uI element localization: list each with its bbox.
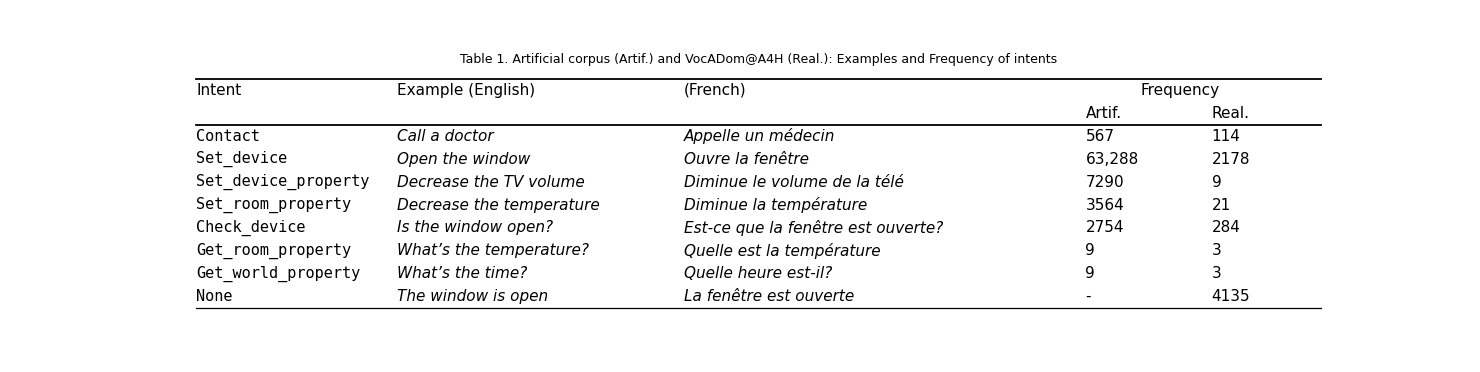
Text: 21: 21 bbox=[1212, 198, 1231, 212]
Text: Ouvre la fenêtre: Ouvre la fenêtre bbox=[684, 152, 810, 167]
Text: None: None bbox=[197, 289, 232, 304]
Text: Set_device: Set_device bbox=[197, 151, 287, 167]
Text: 3564: 3564 bbox=[1085, 198, 1125, 212]
Text: Est-ce que la fenêtre est ouverte?: Est-ce que la fenêtre est ouverte? bbox=[684, 220, 943, 236]
Text: Frequency: Frequency bbox=[1141, 83, 1220, 98]
Text: 9: 9 bbox=[1085, 266, 1095, 281]
Text: 9: 9 bbox=[1085, 243, 1095, 259]
Text: Example (English): Example (English) bbox=[397, 83, 536, 98]
Text: Real.: Real. bbox=[1212, 106, 1249, 121]
Text: Intent: Intent bbox=[197, 83, 241, 98]
Text: Diminue le volume de la télé: Diminue le volume de la télé bbox=[684, 174, 904, 190]
Text: 114: 114 bbox=[1212, 129, 1240, 144]
Text: 9: 9 bbox=[1212, 174, 1221, 190]
Text: Check_device: Check_device bbox=[197, 220, 306, 236]
Text: 567: 567 bbox=[1085, 129, 1114, 144]
Text: Quelle heure est-il?: Quelle heure est-il? bbox=[684, 266, 832, 281]
Text: 2754: 2754 bbox=[1085, 221, 1123, 235]
Text: La fenêtre est ouverte: La fenêtre est ouverte bbox=[684, 289, 854, 304]
Text: Open the window: Open the window bbox=[397, 152, 530, 167]
Text: Quelle est la température: Quelle est la température bbox=[684, 243, 881, 259]
Text: 3: 3 bbox=[1212, 266, 1221, 281]
Text: Set_room_property: Set_room_property bbox=[197, 197, 352, 213]
Text: Contact: Contact bbox=[197, 129, 260, 144]
Text: What’s the temperature?: What’s the temperature? bbox=[397, 243, 589, 259]
Text: 7290: 7290 bbox=[1085, 174, 1123, 190]
Text: Call a doctor: Call a doctor bbox=[397, 129, 494, 144]
Text: Diminue la température: Diminue la température bbox=[684, 197, 867, 213]
Text: Is the window open?: Is the window open? bbox=[397, 221, 554, 235]
Text: 4135: 4135 bbox=[1212, 289, 1251, 304]
Text: 3: 3 bbox=[1212, 243, 1221, 259]
Text: Artif.: Artif. bbox=[1085, 106, 1122, 121]
Text: Set_device_property: Set_device_property bbox=[197, 174, 370, 190]
Text: 63,288: 63,288 bbox=[1085, 152, 1138, 167]
Text: Table 1. Artificial corpus (Artif.) and VocADom@A4H (Real.): Examples and Freque: Table 1. Artificial corpus (Artif.) and … bbox=[460, 53, 1057, 66]
Text: 2178: 2178 bbox=[1212, 152, 1251, 167]
Text: Decrease the temperature: Decrease the temperature bbox=[397, 198, 599, 212]
Text: -: - bbox=[1085, 289, 1091, 304]
Text: Get_world_property: Get_world_property bbox=[197, 266, 361, 282]
Text: (French): (French) bbox=[684, 83, 746, 98]
Text: 284: 284 bbox=[1212, 221, 1240, 235]
Text: What’s the time?: What’s the time? bbox=[397, 266, 527, 281]
Text: The window is open: The window is open bbox=[397, 289, 548, 304]
Text: Appelle un médecin: Appelle un médecin bbox=[684, 128, 835, 144]
Text: Decrease the TV volume: Decrease the TV volume bbox=[397, 174, 585, 190]
Text: Get_room_property: Get_room_property bbox=[197, 243, 352, 259]
